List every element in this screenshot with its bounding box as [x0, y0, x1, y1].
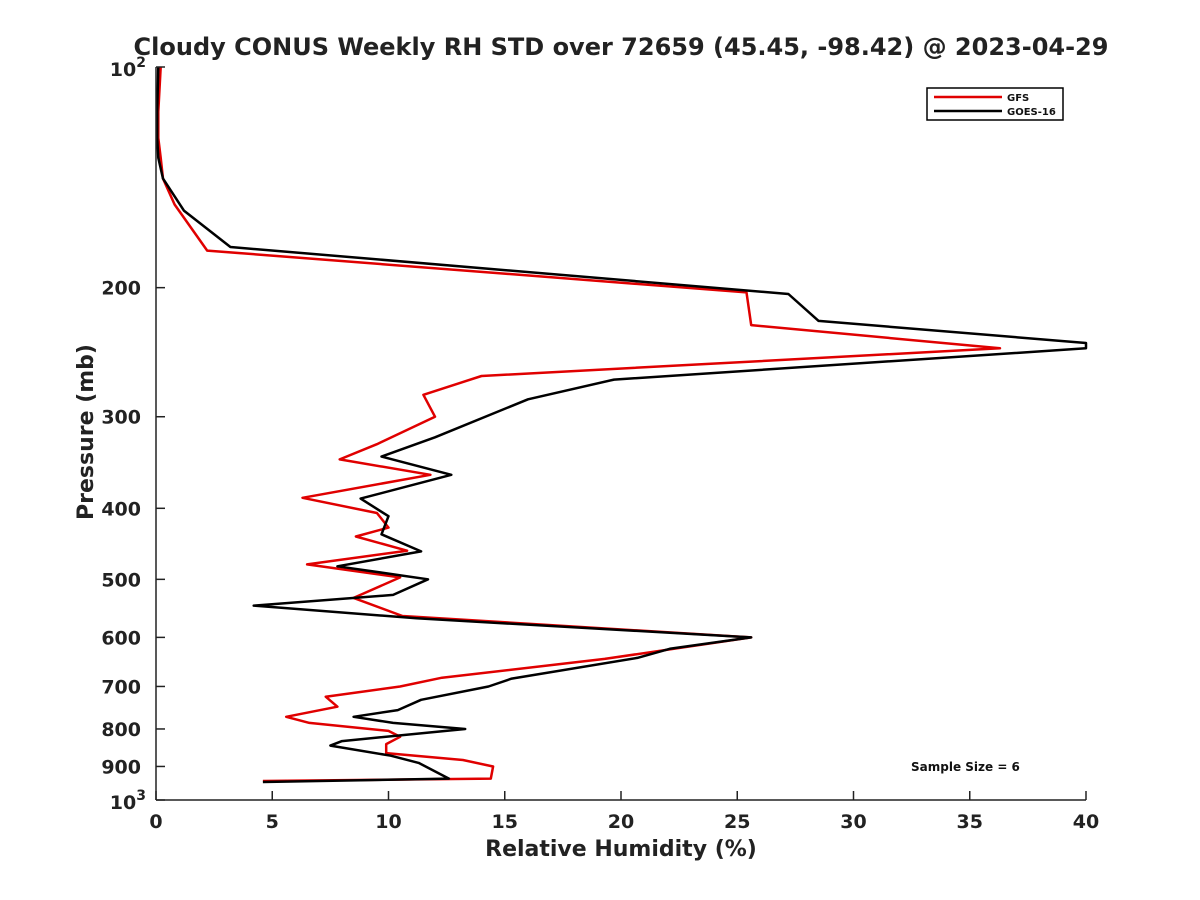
y-tick-label: 200	[101, 278, 141, 300]
y-tick-label: 102	[110, 55, 146, 81]
y-tick-label: 800	[101, 719, 141, 741]
y-tick-label: 700	[101, 676, 141, 698]
x-tick-label: 30	[840, 811, 866, 833]
series-layer	[155, 66, 1088, 784]
x-axis-label: Relative Humidity (%)	[485, 837, 757, 862]
y-tick-label: 103	[110, 788, 146, 814]
x-tick-label: 0	[149, 811, 162, 833]
legend-box	[926, 87, 1064, 121]
y-tick-label: 900	[101, 756, 141, 778]
y-tick-label: 400	[101, 498, 141, 520]
ticks-layer: 0 5 10 15 20 25 30 35 40 102 200 300 400 500 600 700 800…	[101, 55, 1099, 833]
x-tick-label: 15	[492, 811, 518, 833]
legend: GFS GOES-16	[926, 87, 1064, 121]
y-tick-label: 300	[101, 407, 141, 429]
legend-label-goes16: GOES-16	[1007, 107, 1056, 118]
x-tick-label: 35	[957, 811, 983, 833]
x-tick-label: 25	[724, 811, 750, 833]
sample-size-annotation: Sample Size = 6	[911, 760, 1020, 774]
x-tick-label: 20	[608, 811, 634, 833]
y-tick-label: 600	[101, 627, 141, 649]
legend-label-gfs: GFS	[1007, 93, 1029, 104]
x-tick-label: 5	[266, 811, 279, 833]
chart-title: Cloudy CONUS Weekly RH STD over 72659 (4…	[134, 33, 1109, 61]
series-line-gfs	[157, 66, 1002, 783]
series-line-goes16	[155, 66, 1088, 784]
y-tick-label: 500	[101, 569, 141, 591]
y-axis-label: Pressure (mb)	[74, 344, 99, 520]
x-tick-label: 10	[375, 811, 401, 833]
x-tick-label: 40	[1073, 811, 1099, 833]
